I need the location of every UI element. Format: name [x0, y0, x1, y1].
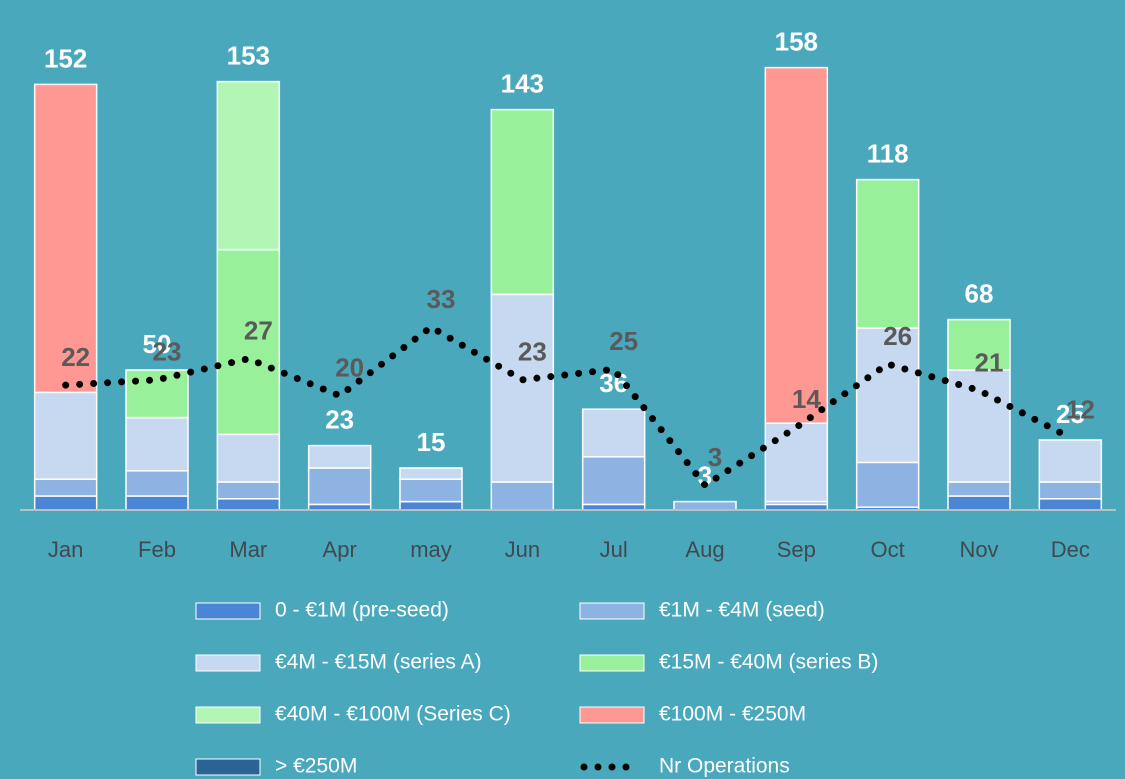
total-label: 15: [417, 427, 446, 457]
legend-label: €4M - €15M (series A): [275, 651, 482, 674]
line-label: 20: [335, 353, 364, 383]
legend-label: Nr Operations: [659, 755, 790, 778]
total-label: 118: [867, 138, 909, 168]
x-tick-label: Jan: [48, 537, 83, 562]
bar-segment: [855, 327, 920, 464]
bar-segment: [307, 444, 372, 469]
bar-segment: [1038, 439, 1103, 483]
bar-segment: [399, 478, 463, 503]
legend-swatch: [579, 654, 645, 672]
bar-segment: [490, 108, 555, 296]
line-label: 21: [975, 347, 1004, 377]
x-tick-label: Aug: [685, 537, 724, 562]
bar-segment: [216, 248, 281, 436]
line-label: 12: [1066, 395, 1095, 425]
x-tick-label: Apr: [323, 537, 357, 562]
bar-segment: [764, 66, 829, 424]
legend-label: €15M - €40M (series B): [659, 651, 878, 674]
x-tick-label: Jun: [505, 537, 540, 562]
total-label: 153: [227, 40, 270, 70]
x-tick-label: Oct: [871, 537, 905, 562]
bar-segment: [216, 433, 281, 483]
x-tick-label: Feb: [138, 537, 176, 562]
x-tick-label: Mar: [229, 537, 267, 562]
total-label: 23: [325, 404, 354, 434]
legend-label: €1M - €4M (seed): [659, 599, 825, 622]
bar-segment: [33, 495, 98, 511]
bar-segment: [216, 80, 281, 251]
legend-swatch: [195, 758, 261, 776]
bar-segment: [216, 481, 281, 500]
x-tick-label: Jul: [600, 537, 628, 562]
bar-segment: [947, 495, 1011, 511]
total-label: 25: [1056, 399, 1085, 429]
bar-segment: [1038, 498, 1103, 511]
line-label: 14: [792, 384, 821, 414]
legend-label: 0 - €1M (pre-seed): [275, 599, 449, 622]
total-label: 158: [775, 26, 818, 56]
x-tick-label: may: [410, 537, 452, 562]
legend-swatch: [579, 602, 645, 620]
legend-label: €40M - €100M (Series C): [275, 703, 511, 726]
bar-segment: [947, 369, 1011, 483]
total-label: 50: [143, 329, 172, 359]
line-label: 27: [244, 316, 273, 346]
total-label: 152: [44, 43, 87, 73]
bar-segment: [490, 481, 555, 511]
legend-swatch: [195, 602, 261, 620]
bar-segment: [855, 178, 920, 329]
bar-segment: [399, 500, 463, 511]
bar-segment: [947, 481, 1011, 497]
bar-segment: [855, 461, 920, 508]
legend-swatch: [195, 706, 261, 724]
line: [62, 322, 1074, 490]
bar-segment: [581, 456, 646, 506]
total-label: 68: [965, 278, 994, 308]
line-label: 23: [153, 337, 182, 367]
line-label: 22: [61, 342, 90, 372]
legend-swatch: [195, 654, 261, 672]
legend-label: €100M - €250M: [659, 703, 806, 726]
bar-segment: [1038, 481, 1103, 500]
bar-segment: [33, 391, 98, 480]
bar-segment: [125, 416, 189, 472]
legend-label: > €250M: [275, 755, 357, 778]
x-tick-label: Nov: [959, 537, 998, 562]
line-label: 3: [708, 442, 722, 472]
bar-segment: [33, 478, 98, 497]
bar-segment: [216, 498, 281, 511]
x-tick-label: Dec: [1051, 537, 1090, 562]
bar-segment: [125, 495, 189, 511]
bar-segment: [947, 318, 1011, 371]
bar-segment: [125, 470, 189, 497]
bar-segment: [764, 422, 829, 503]
bar-segment: [399, 467, 463, 480]
bar-segment: [673, 500, 737, 511]
x-tick-label: Sep: [777, 537, 816, 562]
line-label: 23: [518, 337, 547, 367]
line-label: 26: [883, 321, 912, 351]
bar-segment: [307, 467, 372, 506]
bar-segment: [581, 408, 646, 458]
bar-segment: [490, 293, 555, 483]
line-label: 33: [427, 284, 456, 314]
total-label: 143: [501, 68, 544, 98]
line-label: 25: [609, 326, 638, 356]
bar-segment: [33, 83, 98, 394]
legend-swatch: [579, 706, 645, 724]
total-label: 36: [599, 368, 628, 398]
